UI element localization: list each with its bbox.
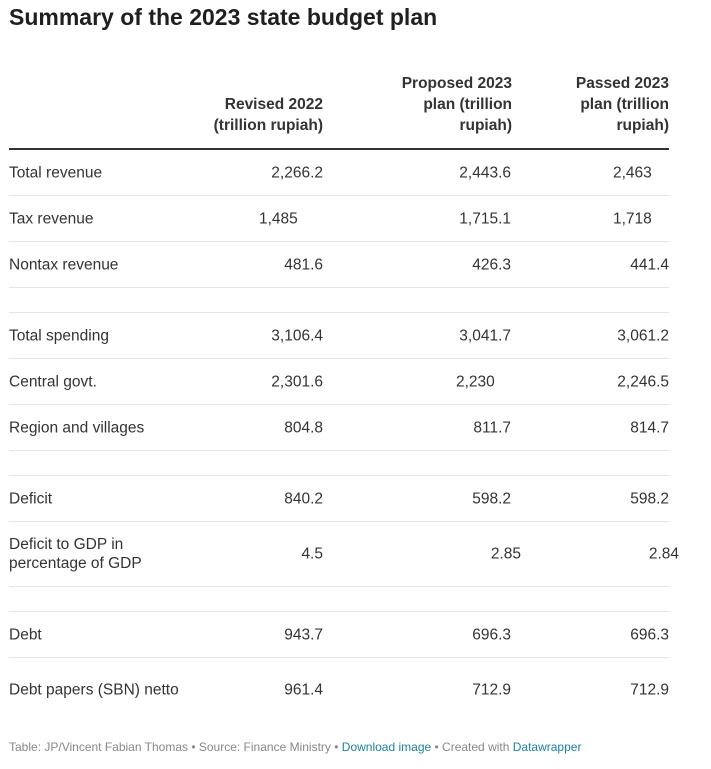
row-label: Total spending bbox=[9, 327, 109, 344]
cell-value: 2.84 bbox=[648, 545, 679, 563]
row-label: Central govt. bbox=[9, 373, 97, 390]
download-image-link[interactable]: Download image bbox=[341, 740, 432, 754]
cell-value: 426.3 bbox=[472, 256, 511, 273]
cell-value: 1,715.1 bbox=[459, 210, 511, 227]
row-label: Total revenue bbox=[9, 164, 103, 181]
cell-value: 598.2 bbox=[630, 490, 669, 507]
budget-table: Revised 2022 (trillion rupiah) Proposed … bbox=[9, 66, 679, 722]
row-label: Deficit to GDP in percentage of GDP bbox=[9, 536, 142, 572]
cell-value: 840.2 bbox=[284, 490, 323, 507]
cell-value: 712.9 bbox=[630, 681, 669, 699]
footer-credit: Table: JP/Vincent Fabian Thomas • Source… bbox=[9, 740, 342, 754]
cell-value: 811.7 bbox=[473, 419, 511, 436]
table-row: Deficit to GDP in percentage of GDP 4.5 … bbox=[9, 522, 679, 587]
column-header-line: plan (trillion bbox=[423, 96, 512, 113]
column-header-proposed-2023: Proposed 2023 plan (trillion rupiah) bbox=[369, 73, 512, 136]
row-label: Deficit bbox=[9, 490, 53, 507]
page-title: Summary of the 2023 state budget plan bbox=[9, 4, 438, 30]
column-header-line: plan (trillion bbox=[580, 96, 669, 113]
table-row: Deficit 840.2 598.2 598.2 bbox=[9, 476, 669, 522]
table-spacer-row bbox=[9, 288, 669, 313]
cell-value: 598.2 bbox=[472, 490, 511, 507]
row-label: Debt bbox=[9, 626, 42, 643]
cell-value: 1,485 bbox=[259, 210, 298, 227]
cell-value: 1,718 bbox=[613, 210, 652, 227]
cell-value: 441.4 bbox=[630, 256, 669, 273]
column-header-line: rupiah) bbox=[616, 117, 669, 134]
cell-value: 3,106.4 bbox=[271, 327, 323, 344]
table-row: Total spending 3,106.4 3,041.7 3,061.2 bbox=[9, 313, 669, 359]
row-label: Nontax revenue bbox=[9, 256, 119, 273]
cell-value: 2,301.6 bbox=[271, 373, 323, 390]
cell-value: 2,266.2 bbox=[271, 164, 323, 181]
footer-created-with: • Created with bbox=[431, 740, 513, 754]
table-row: Nontax revenue 481.6 426.3 441.4 bbox=[9, 242, 669, 288]
cell-value: 2,230 bbox=[456, 373, 495, 390]
cell-value: 3,041.7 bbox=[459, 327, 511, 344]
cell-value: 804.8 bbox=[284, 419, 323, 436]
column-header-line: Revised 2022 bbox=[224, 96, 323, 113]
table-row: Debt papers (SBN) netto 961.4 712.9 712.… bbox=[9, 658, 669, 722]
datawrapper-link[interactable]: Datawrapper bbox=[512, 740, 582, 754]
cell-value: 4.5 bbox=[301, 545, 323, 563]
cell-value: 696.3 bbox=[472, 626, 511, 643]
cell-value: 961.4 bbox=[284, 681, 323, 699]
cell-value: 481.6 bbox=[284, 256, 323, 273]
cell-value: 814.7 bbox=[630, 419, 669, 436]
column-header-revised-2022: Revised 2022 (trillion rupiah) bbox=[179, 94, 323, 136]
cell-value: 2,443.6 bbox=[459, 164, 511, 181]
row-label: Region and villages bbox=[9, 419, 145, 436]
table-spacer-row bbox=[9, 451, 669, 476]
table-row: Central govt. 2,301.6 2,230 2,246.5 bbox=[9, 359, 669, 405]
cell-value: 943.7 bbox=[284, 626, 323, 643]
column-header-line: rupiah) bbox=[459, 117, 512, 134]
table-row: Region and villages 804.8 811.7 814.7 bbox=[9, 405, 669, 451]
cell-value: 696.3 bbox=[630, 626, 669, 643]
table-row: Tax revenue 1,485 1,715.1 1,718 bbox=[9, 196, 669, 242]
table-footer: Table: JP/Vincent Fabian Thomas • Source… bbox=[9, 740, 581, 754]
cell-value: 2.85 bbox=[490, 545, 521, 563]
cell-value: 2,463 bbox=[613, 164, 652, 181]
row-label: Tax revenue bbox=[9, 210, 94, 227]
row-label: Debt papers (SBN) netto bbox=[9, 681, 179, 699]
column-header-passed-2023: Passed 2023 plan (trillion rupiah) bbox=[544, 73, 669, 136]
column-header-line: (trillion rupiah) bbox=[213, 117, 323, 134]
table-spacer-row bbox=[9, 587, 669, 612]
table-header: Revised 2022 (trillion rupiah) Proposed … bbox=[9, 66, 669, 150]
cell-value: 712.9 bbox=[472, 681, 511, 699]
column-header-line: Passed 2023 bbox=[575, 75, 669, 92]
column-header-line: Proposed 2023 bbox=[401, 75, 512, 92]
cell-value: 2,246.5 bbox=[617, 373, 669, 390]
table-row: Debt 943.7 696.3 696.3 bbox=[9, 612, 669, 658]
cell-value: 3,061.2 bbox=[617, 327, 669, 344]
table-row: Total revenue 2,266.2 2,443.6 2,463 bbox=[9, 150, 669, 196]
